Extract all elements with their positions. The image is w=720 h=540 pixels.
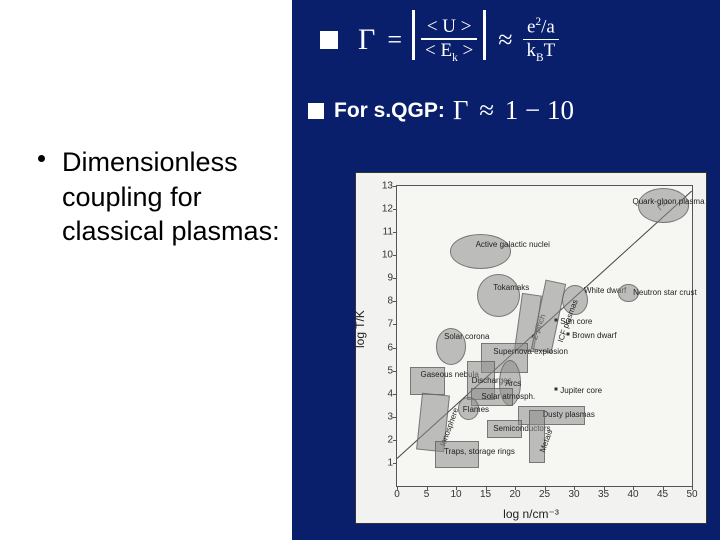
- y-tick: 7: [375, 319, 393, 330]
- y-tick-mark: [393, 232, 397, 233]
- plasma-regime-chart: log T/K log n/cm⁻³ 051015202530354045501…: [355, 172, 707, 524]
- x-tick: 25: [539, 489, 550, 500]
- x-tick: 35: [598, 489, 609, 500]
- region-shape: [477, 274, 520, 318]
- region-label: Neutron star crust: [633, 289, 697, 297]
- y-tick: 10: [375, 250, 393, 261]
- x-tick: 50: [686, 489, 697, 500]
- y-tick: 1: [375, 457, 393, 468]
- equation-gamma-definition: Γ = < U > < Ek > ≈ e2/a kBT: [320, 10, 561, 70]
- rhs-den-b: T: [544, 40, 556, 61]
- y-tick: 9: [375, 273, 393, 284]
- x-tick: 5: [424, 489, 430, 500]
- y-tick: 8: [375, 296, 393, 307]
- x-tick: 10: [450, 489, 461, 500]
- x-tick: 30: [568, 489, 579, 500]
- region-label: Jupiter core: [560, 387, 602, 395]
- equation-sqgp-range: For s.QGP: Γ ≈ 1 − 10: [308, 95, 574, 126]
- y-tick-mark: [393, 301, 397, 302]
- bullet-text: Dimensionless coupling for classical pla…: [62, 145, 300, 249]
- plot-area: 0510152025303540455012345678910111213Γ=1…: [396, 185, 693, 487]
- rhs-den-a: k: [527, 40, 537, 61]
- sqgp-prefix: For s.QGP:: [334, 99, 445, 123]
- y-tick-mark: [393, 394, 397, 395]
- y-tick: 2: [375, 434, 393, 445]
- rhs-den-sub: B: [536, 52, 544, 64]
- y-tick-mark: [393, 371, 397, 372]
- region-label: Active galactic nuclei: [476, 241, 550, 249]
- region-point: [567, 332, 570, 335]
- fraction-u-ek: < U > < Ek >: [421, 16, 477, 63]
- x-tick-mark: [663, 486, 664, 490]
- x-tick-mark: [545, 486, 546, 490]
- sqgp-math: Γ ≈ 1 − 10: [453, 95, 574, 126]
- y-tick-mark: [393, 463, 397, 464]
- x-tick-mark: [515, 486, 516, 490]
- y-tick: 12: [375, 204, 393, 215]
- x-tick: 20: [509, 489, 520, 500]
- approx-sign: ≈: [498, 25, 512, 55]
- x-tick-mark: [692, 486, 693, 490]
- x-tick: 15: [480, 489, 491, 500]
- x-tick-mark: [427, 486, 428, 490]
- y-tick-mark: [393, 186, 397, 187]
- square-bullet-icon: [308, 103, 324, 119]
- x-tick-mark: [456, 486, 457, 490]
- range-text: 1 − 10: [505, 95, 574, 125]
- y-tick: 5: [375, 365, 393, 376]
- symbol-gamma: Γ: [358, 23, 375, 57]
- den-part-b: >: [458, 40, 473, 61]
- region-point: [555, 388, 558, 391]
- region-label: Dusty plasmas: [542, 411, 594, 419]
- x-tick-mark: [397, 486, 398, 490]
- region-point: [555, 318, 558, 321]
- bullet-item: Dimensionless coupling for classical pla…: [40, 145, 300, 249]
- y-tick-mark: [393, 348, 397, 349]
- x-tick-mark: [486, 486, 487, 490]
- y-tick-mark: [393, 209, 397, 210]
- square-bullet-icon: [320, 31, 338, 49]
- region-label: Brown dwarf: [572, 332, 616, 340]
- y-tick: 6: [375, 342, 393, 353]
- y-tick-mark: [393, 324, 397, 325]
- equals-sign: =: [387, 25, 402, 55]
- fraction-numerator: < U >: [423, 16, 476, 38]
- region-label: Flames: [463, 406, 489, 414]
- x-axis-label: log n/cm⁻³: [356, 507, 706, 521]
- x-tick-mark: [604, 486, 605, 490]
- x-tick-mark: [633, 486, 634, 490]
- rhs-num-b: /a: [541, 17, 555, 38]
- region-label: Solar atmosph.: [481, 393, 535, 401]
- region-label: Traps, storage rings: [444, 448, 515, 456]
- region-label: Solar corona: [444, 333, 489, 341]
- region-label: Tokamaks: [493, 284, 529, 292]
- x-tick-mark: [574, 486, 575, 490]
- y-tick-mark: [393, 417, 397, 418]
- y-tick-mark: [393, 440, 397, 441]
- region-label: Sun core: [560, 318, 592, 326]
- rhs-numerator: e2/a: [523, 16, 559, 38]
- y-tick-mark: [393, 278, 397, 279]
- bullet-dot: [38, 155, 45, 162]
- symbol-gamma: Γ: [453, 95, 469, 125]
- den-part-a: < E: [425, 40, 452, 61]
- x-tick: 40: [627, 489, 638, 500]
- y-tick: 13: [375, 181, 393, 192]
- fraction-e2a-kbt: e2/a kBT: [523, 16, 560, 64]
- x-tick: 45: [657, 489, 668, 500]
- x-tick: 0: [394, 489, 400, 500]
- y-tick: 11: [375, 227, 393, 238]
- abs-bar-right: [483, 10, 486, 60]
- approx-sign: ≈: [479, 95, 494, 125]
- region-label: Supernova explosion: [493, 348, 568, 356]
- fraction-denominator: < Ek >: [421, 40, 477, 64]
- abs-bar-left: [412, 10, 415, 60]
- y-axis-label: log T/K: [353, 310, 367, 348]
- region-label: Quark-gluon plasma: [633, 198, 705, 206]
- y-tick: 3: [375, 411, 393, 422]
- rhs-denominator: kBT: [523, 40, 560, 64]
- y-tick: 4: [375, 388, 393, 399]
- y-tick-mark: [393, 255, 397, 256]
